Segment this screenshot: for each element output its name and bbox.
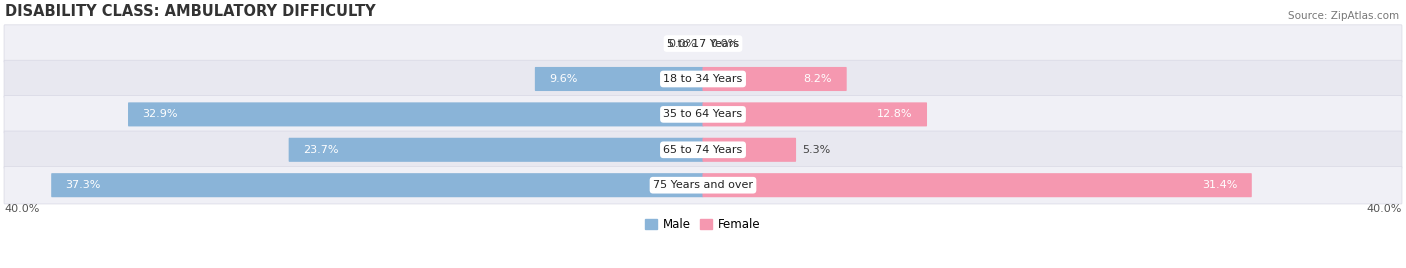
Text: Source: ZipAtlas.com: Source: ZipAtlas.com <box>1288 11 1399 21</box>
FancyBboxPatch shape <box>4 131 1402 169</box>
Text: 23.7%: 23.7% <box>304 145 339 155</box>
FancyBboxPatch shape <box>4 166 1402 204</box>
FancyBboxPatch shape <box>703 173 1251 197</box>
Text: 65 to 74 Years: 65 to 74 Years <box>664 145 742 155</box>
Text: 5 to 17 Years: 5 to 17 Years <box>666 39 740 49</box>
Text: 5.3%: 5.3% <box>803 145 831 155</box>
FancyBboxPatch shape <box>534 67 703 91</box>
Text: 40.0%: 40.0% <box>1367 204 1402 214</box>
Text: 0.0%: 0.0% <box>710 39 738 49</box>
Text: 31.4%: 31.4% <box>1202 180 1237 190</box>
Text: 8.2%: 8.2% <box>804 74 832 84</box>
FancyBboxPatch shape <box>4 25 1402 62</box>
FancyBboxPatch shape <box>703 102 927 126</box>
Text: 18 to 34 Years: 18 to 34 Years <box>664 74 742 84</box>
Text: 40.0%: 40.0% <box>4 204 39 214</box>
Text: 0.0%: 0.0% <box>668 39 696 49</box>
Text: 35 to 64 Years: 35 to 64 Years <box>664 109 742 119</box>
FancyBboxPatch shape <box>51 173 703 197</box>
FancyBboxPatch shape <box>703 138 796 162</box>
Text: 9.6%: 9.6% <box>550 74 578 84</box>
Text: DISABILITY CLASS: AMBULATORY DIFFICULTY: DISABILITY CLASS: AMBULATORY DIFFICULTY <box>4 4 375 19</box>
Legend: Male, Female: Male, Female <box>641 214 765 236</box>
FancyBboxPatch shape <box>288 138 703 162</box>
FancyBboxPatch shape <box>703 67 846 91</box>
Text: 12.8%: 12.8% <box>877 109 912 119</box>
Text: 32.9%: 32.9% <box>142 109 179 119</box>
FancyBboxPatch shape <box>4 96 1402 133</box>
Text: 75 Years and over: 75 Years and over <box>652 180 754 190</box>
FancyBboxPatch shape <box>4 60 1402 98</box>
Text: 37.3%: 37.3% <box>66 180 101 190</box>
FancyBboxPatch shape <box>128 102 703 126</box>
